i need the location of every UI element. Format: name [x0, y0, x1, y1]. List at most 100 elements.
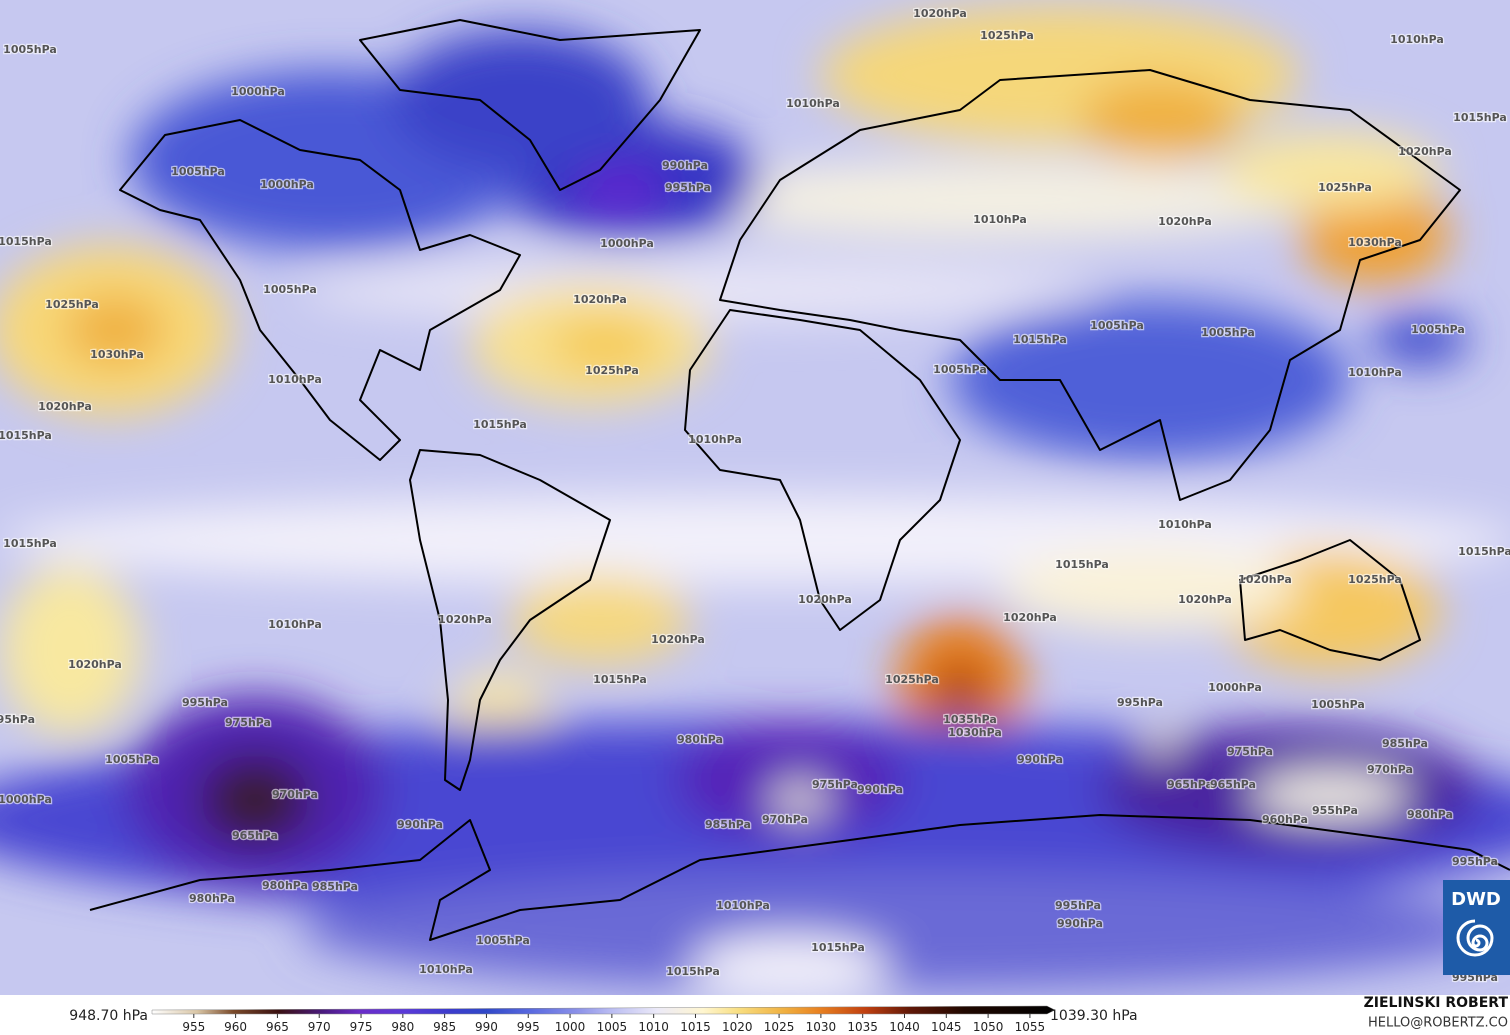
contour-label: 1005hPa: [1311, 698, 1365, 711]
pressure-blob: [0, 565, 140, 735]
contour-label: 1015hPa: [1453, 111, 1507, 124]
contour-label: 1020hPa: [651, 633, 705, 646]
contour-label: 1010hPa: [716, 899, 770, 912]
pressure-blob: [950, 300, 1350, 460]
colorbar-tick-label: 1030: [806, 1020, 837, 1034]
colorbar-min: 948.70 hPa: [69, 1008, 148, 1024]
pressure-blob: [300, 260, 1100, 320]
contour-label: 1005hPa: [263, 283, 317, 296]
contour-label: 1010hPa: [688, 433, 742, 446]
contour-label: 975hPa: [1227, 745, 1273, 758]
contour-labels: 1020hPa 1025hPa 1010hPa 1005hPa 1000hPa 1010h…: [0, 6, 1510, 986]
colorbar-tick-label: 1025: [764, 1020, 795, 1034]
contour-label: 1020hPa: [438, 613, 492, 626]
pressure-blob: [1370, 315, 1470, 365]
contour-label: 1015hPa: [0, 235, 52, 248]
contact: HELLO@ROBERTZ.CO: [1368, 1016, 1508, 1031]
pressure-blob: [1142, 733, 1178, 757]
coastlines: [89, 19, 1510, 941]
contour-label: 1015hPa: [1013, 333, 1067, 346]
contour-label: 1020hPa: [1003, 611, 1057, 624]
greenland: [359, 19, 701, 191]
contour-label: 1015hPa: [811, 941, 865, 954]
logo-spiral: [1456, 919, 1494, 957]
pressure-blob: [680, 160, 1320, 240]
contour-label: 960hPa: [1262, 813, 1308, 826]
colorbar-tick-label: 1020: [722, 1020, 753, 1034]
contour-label: 1020hPa: [913, 7, 967, 20]
colorbar-max: 1039.30 hPa: [1050, 1008, 1138, 1024]
contour-label: 980hPa: [262, 879, 308, 892]
contour-label: 965hPa: [232, 829, 278, 842]
contour-label: 1030hPa: [1348, 236, 1402, 249]
contour-label: 1015hPa: [3, 537, 57, 550]
pressure-blob: [1080, 80, 1240, 160]
author: ZIELINSKI ROBERT: [1364, 995, 1509, 1011]
contour-label: 1020hPa: [1158, 215, 1212, 228]
contour-label: 990hPa: [1057, 917, 1103, 930]
contour-label: 1020hPa: [1398, 145, 1452, 158]
contour-label: 1020hPa: [798, 593, 852, 606]
africa: [684, 309, 961, 631]
pressure-blob: [675, 720, 905, 840]
colorbar-tick-label: 965: [266, 1020, 289, 1034]
contour-label: 1005hPa: [1090, 319, 1144, 332]
colorbar-tick-label: 1005: [597, 1020, 628, 1034]
colorbar-tick-label: 975: [350, 1020, 373, 1034]
contour-label: 1000hPa: [1208, 681, 1262, 694]
colorbar-tick-label: 1010: [638, 1020, 669, 1034]
contour-label: 1025hPa: [1318, 181, 1372, 194]
colorbar-tick-label: 980: [391, 1020, 414, 1034]
antarctica: [89, 814, 1510, 941]
contour-label: 995hPa: [1117, 696, 1163, 709]
pressure-blob: [300, 870, 1500, 990]
colorbar-tick-label: 1045: [931, 1020, 962, 1034]
contour-label: 965hPa: [1210, 778, 1256, 791]
contour-label: 1010hPa: [268, 373, 322, 386]
contour-label: 995hPa: [1055, 899, 1101, 912]
contour-label: 1015hPa: [1458, 545, 1510, 558]
contour-label: 1025hPa: [585, 364, 639, 377]
pressure-blob: [200, 755, 310, 845]
contour-label: 1015hPa: [593, 673, 647, 686]
contour-label: 985hPa: [705, 818, 751, 831]
contour-label: 1010hPa: [973, 213, 1027, 226]
contour-label: 985hPa: [312, 880, 358, 893]
contour-label: 970hPa: [762, 813, 808, 826]
colorbar-tick-label: 995: [517, 1020, 540, 1034]
contour-label: 980hPa: [189, 892, 235, 905]
contour-label: 1020hPa: [68, 658, 122, 671]
contour-label: 1015hPa: [473, 418, 527, 431]
contour-label: 955hPa: [1312, 804, 1358, 817]
colorbar-tick-label: 1040: [889, 1020, 920, 1034]
pressure-blob: [1300, 185, 1450, 285]
contour-label: 1010hPa: [1348, 366, 1402, 379]
contour-label: 1010hPa: [786, 97, 840, 110]
contour-label: 980hPa: [1407, 808, 1453, 821]
contour-label: 1005hPa: [476, 934, 530, 947]
australia: [1239, 539, 1421, 661]
pressure-blob: [1220, 130, 1440, 210]
eurasia: [719, 69, 1461, 501]
south-america: [409, 449, 611, 791]
contour-label: 1005hPa: [933, 363, 987, 376]
contour-label: 1010hPa: [268, 618, 322, 631]
contour-label: 1035hPa: [943, 713, 997, 726]
pressure-blob: [390, 30, 650, 170]
contour-label: 990hPa: [662, 159, 708, 172]
contour-label: 1000hPa: [600, 237, 654, 250]
colorbar: 955 960 965 970 975 980 985 990 995 1000 1005 1010 1…: [151, 1005, 1056, 1034]
contour-label: 975hPa: [225, 716, 271, 729]
contour-label: 970hPa: [1367, 763, 1413, 776]
contour-label: 995hPa: [665, 181, 711, 194]
contour-label: 1020hPa: [38, 400, 92, 413]
contour-label: 1010hPa: [419, 963, 473, 976]
contour-label: 1020hPa: [573, 293, 627, 306]
pressure-blob: [510, 575, 690, 665]
contour-label: 995hPa: [1452, 855, 1498, 868]
contour-label: 1025hPa: [885, 673, 939, 686]
colorbar-scale: [151, 1005, 1056, 1015]
contour-label: 985hPa: [1382, 737, 1428, 750]
contour-label: 965hPa: [1167, 778, 1213, 791]
contour-label: 1010hPa: [1390, 33, 1444, 46]
